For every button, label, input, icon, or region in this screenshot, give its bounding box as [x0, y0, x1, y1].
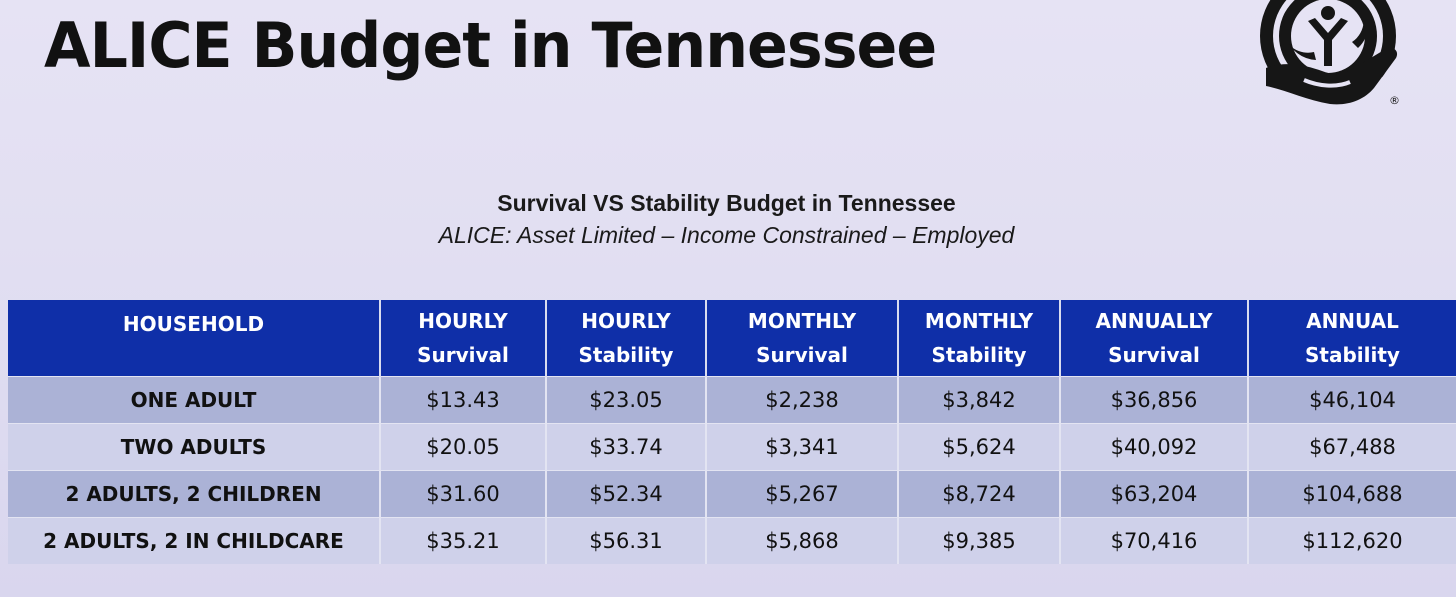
table-row: 2 ADULTS, 2 IN CHILDCARE $35.21 $56.31 $… [8, 517, 1456, 564]
header-hourly-survival: HOURLY Survival [380, 300, 547, 377]
table-header-row: HOUSEHOLD HOURLY Survival HOURLY Stability… [8, 300, 1456, 377]
hourly-survival-cell: $13.43 [380, 376, 547, 424]
header-annually-survival: ANNUALLY Survival [1060, 300, 1249, 377]
annual-stability-cell: $46,104 [1248, 376, 1456, 424]
monthly-survival-cell: $5,868 [706, 517, 899, 564]
hourly-stability-cell: $56.31 [546, 517, 707, 564]
household-cell: 2 ADULTS, 2 CHILDREN [8, 470, 381, 518]
monthly-survival-cell: $3,341 [706, 423, 899, 471]
hourly-survival-cell: $35.21 [380, 517, 547, 564]
annual-stability-cell: $112,620 [1248, 517, 1456, 564]
annual-survival-cell: $63,204 [1060, 470, 1249, 518]
header-hourly-stability: HOURLY Stability [546, 300, 707, 377]
household-cell: 2 ADULTS, 2 IN CHILDCARE [8, 517, 381, 564]
monthly-survival-cell: $5,267 [706, 470, 899, 518]
hourly-stability-cell: $23.05 [546, 376, 707, 424]
hourly-stability-cell: $52.34 [546, 470, 707, 518]
table-row: TWO ADULTS $20.05 $33.74 $3,341 $5,624 $… [8, 423, 1456, 471]
household-cell: TWO ADULTS [8, 423, 381, 471]
header-monthly-stability: MONTHLY Stability [898, 300, 1061, 377]
registered-mark: ® [1389, 94, 1400, 107]
monthly-stability-cell: $8,724 [898, 470, 1061, 518]
table-title: Survival VS Stability Budget in Tennesse… [497, 190, 956, 216]
table-row: 2 ADULTS, 2 CHILDREN $31.60 $52.34 $5,26… [8, 470, 1456, 518]
monthly-survival-cell: $2,238 [706, 376, 899, 424]
header-monthly-survival: MONTHLY Survival [706, 300, 899, 377]
united-way-logo-icon: ® [1258, 0, 1412, 112]
table-subtitle: ALICE: Asset Limited – Income Constraine… [438, 222, 1015, 248]
monthly-stability-cell: $3,842 [898, 376, 1061, 424]
header-annual-stability: ANNUAL Stability [1248, 300, 1456, 377]
table-caption: Survival VS Stability Budget in Tennesse… [0, 188, 1456, 252]
annual-survival-cell: $70,416 [1060, 517, 1249, 564]
household-cell: ONE ADULT [8, 376, 381, 424]
hourly-survival-cell: $31.60 [380, 470, 547, 518]
budget-table: HOUSEHOLD HOURLY Survival HOURLY Stability… [8, 300, 1456, 564]
hourly-stability-cell: $33.74 [546, 423, 707, 471]
header-household: HOUSEHOLD [8, 300, 381, 377]
annual-stability-cell: $104,688 [1248, 470, 1456, 518]
hourly-survival-cell: $20.05 [380, 423, 547, 471]
annual-survival-cell: $36,856 [1060, 376, 1249, 424]
slide-title: ALICE Budget in Tennessee [44, 9, 937, 82]
table-row: ONE ADULT $13.43 $23.05 $2,238 $3,842 $3… [8, 376, 1456, 424]
monthly-stability-cell: $9,385 [898, 517, 1061, 564]
annual-stability-cell: $67,488 [1248, 423, 1456, 471]
monthly-stability-cell: $5,624 [898, 423, 1061, 471]
annual-survival-cell: $40,092 [1060, 423, 1249, 471]
